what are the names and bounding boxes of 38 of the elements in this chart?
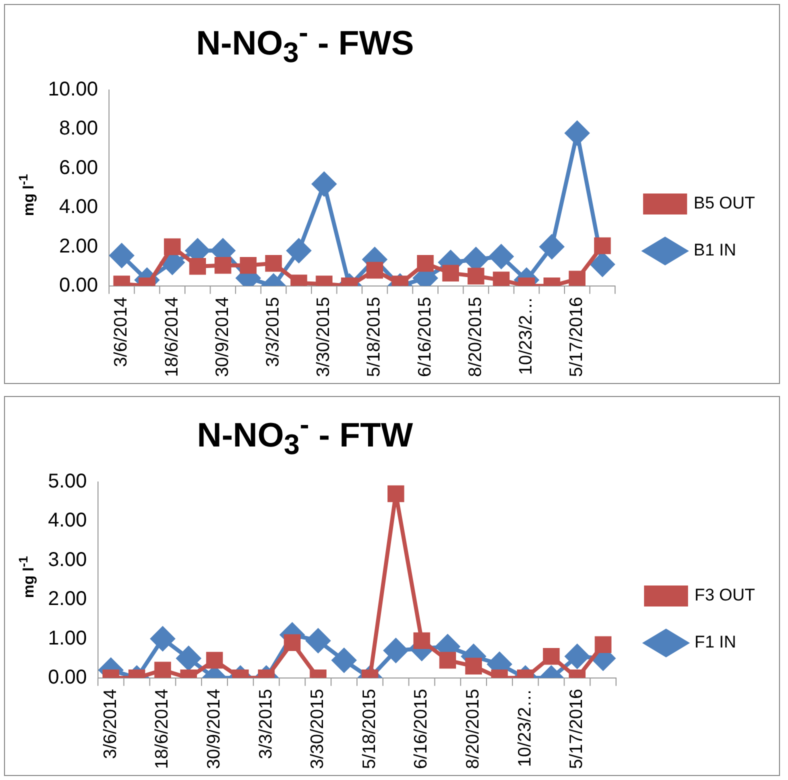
x-tick-label: 3/30/2015 bbox=[307, 688, 328, 769]
x-tick-label: 5/18/2015 bbox=[364, 296, 384, 377]
legend-label: B1 IN bbox=[694, 240, 736, 260]
x-tick-label: 3/6/2014 bbox=[100, 688, 120, 759]
x-tick-label: 6/16/2015 bbox=[414, 296, 434, 377]
legend-label: B5 OUT bbox=[694, 194, 756, 213]
x-tick-label: 30/9/2014 bbox=[203, 688, 224, 769]
y-tick-label: 3.00 bbox=[48, 548, 87, 571]
x-tick-label: 18/6/2014 bbox=[152, 688, 172, 769]
x-tick-label: 8/20/2015 bbox=[462, 688, 483, 769]
chart-title: N-NO$_{3}$$^{-}$ - FWS bbox=[195, 17, 415, 70]
x-tick-label: 10/23/2… bbox=[516, 296, 536, 375]
y-tick-label: 0.00 bbox=[59, 274, 98, 296]
y-tick-label: 5.00 bbox=[48, 470, 87, 493]
y-tick-label: 8.00 bbox=[59, 118, 98, 140]
x-tick-label: 3/3/2015 bbox=[255, 688, 276, 759]
x-tick-label: 5/17/2016 bbox=[566, 296, 586, 377]
x-tick-label: 8/20/2015 bbox=[464, 296, 485, 377]
y-tick-label: 4.00 bbox=[48, 510, 87, 532]
x-tick-label: 5/18/2015 bbox=[358, 688, 379, 769]
x-tick-label: 3/30/2015 bbox=[313, 296, 334, 377]
y-tick-label: 10.00 bbox=[48, 78, 98, 101]
x-tick-label: 30/9/2014 bbox=[212, 296, 232, 377]
y-tick-label: 2.00 bbox=[59, 235, 98, 258]
y-tick-label: 0.00 bbox=[48, 666, 87, 688]
y-tick-label: 1.00 bbox=[48, 627, 87, 650]
y-tick-label: 4.00 bbox=[59, 196, 98, 218]
legend-label: F3 OUT bbox=[694, 586, 756, 605]
x-tick-label: 5/17/2016 bbox=[566, 688, 586, 769]
x-tick-label: 6/16/2015 bbox=[410, 688, 431, 769]
chart-title: N-NO$_{3}$$^{-}$ - FTW bbox=[196, 409, 414, 462]
x-tick-label: 3/6/2014 bbox=[110, 296, 131, 367]
y-tick-label: 2.00 bbox=[48, 588, 87, 610]
x-tick-label: 18/6/2014 bbox=[161, 296, 182, 377]
x-tick-label: 10/23/2… bbox=[514, 688, 534, 767]
legend-label: F1 IN bbox=[694, 632, 736, 652]
x-tick-label: 3/3/2015 bbox=[262, 296, 282, 367]
y-tick-label: 6.00 bbox=[59, 156, 98, 179]
